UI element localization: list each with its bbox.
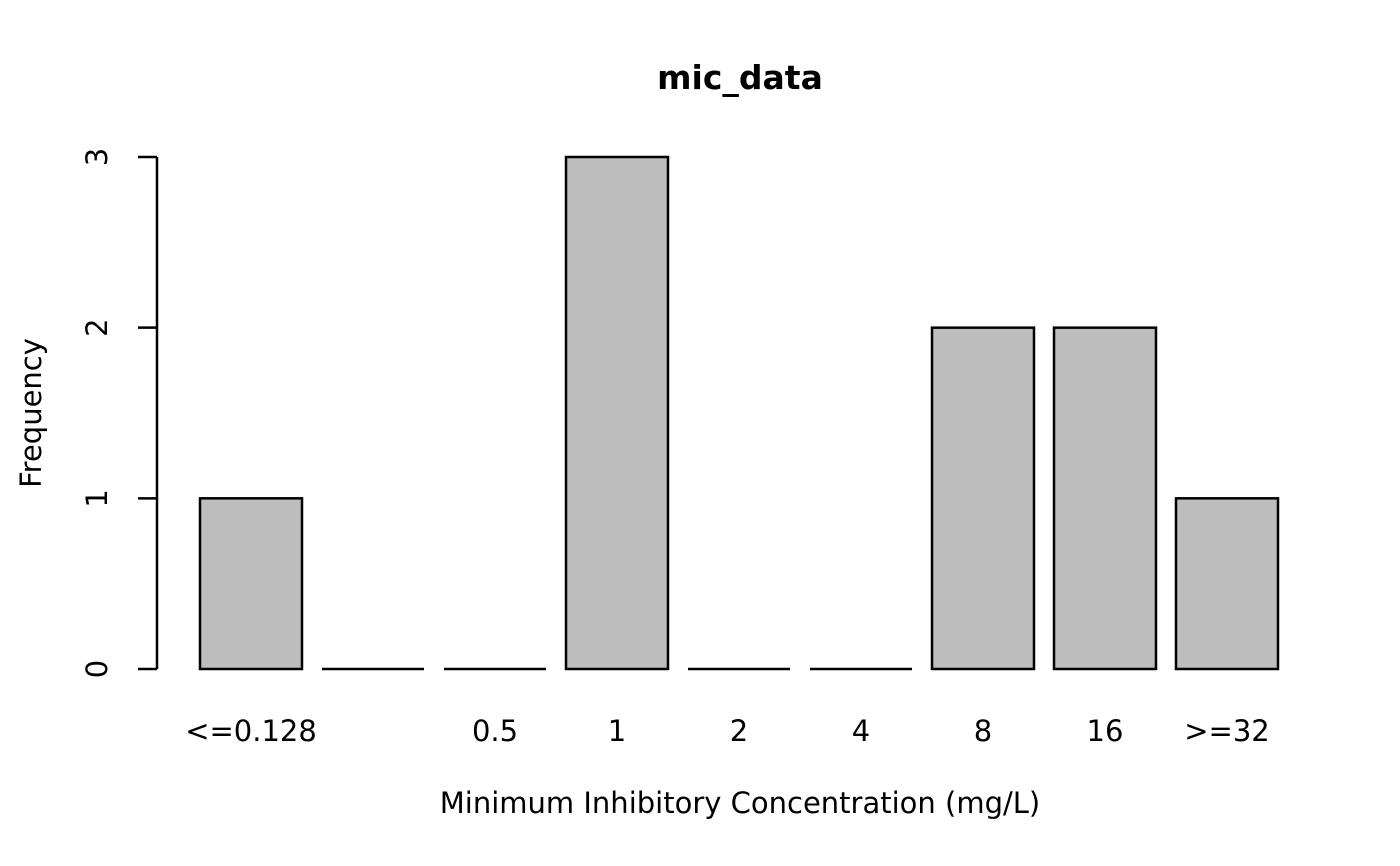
chart-title: mic_data [657, 58, 823, 97]
y-axis-tick-label: 1 [80, 489, 114, 507]
x-axis-tick-label: <=0.128 [185, 714, 317, 748]
x-axis-tick-label: 4 [852, 714, 870, 748]
x-axis-tick-label: 2 [730, 714, 748, 748]
x-axis-tick-label: 0.5 [472, 714, 518, 748]
x-axis-tick-label: 8 [974, 714, 992, 748]
y-axis-tick-label: 0 [80, 660, 114, 678]
y-axis-tick-label: 3 [80, 148, 114, 166]
x-axis-tick-label: 1 [608, 714, 626, 748]
x-axis-tick-label: 16 [1087, 714, 1124, 748]
y-axis-tick-label: 2 [80, 318, 114, 336]
bar [1052, 326, 1158, 671]
bar [198, 497, 304, 671]
x-axis-tick-label: >=32 [1184, 714, 1270, 748]
bar [564, 155, 670, 671]
bar [1174, 497, 1280, 671]
x-axis-label: Minimum Inhibitory Concentration (mg/L) [439, 786, 1041, 820]
bar [930, 326, 1036, 671]
